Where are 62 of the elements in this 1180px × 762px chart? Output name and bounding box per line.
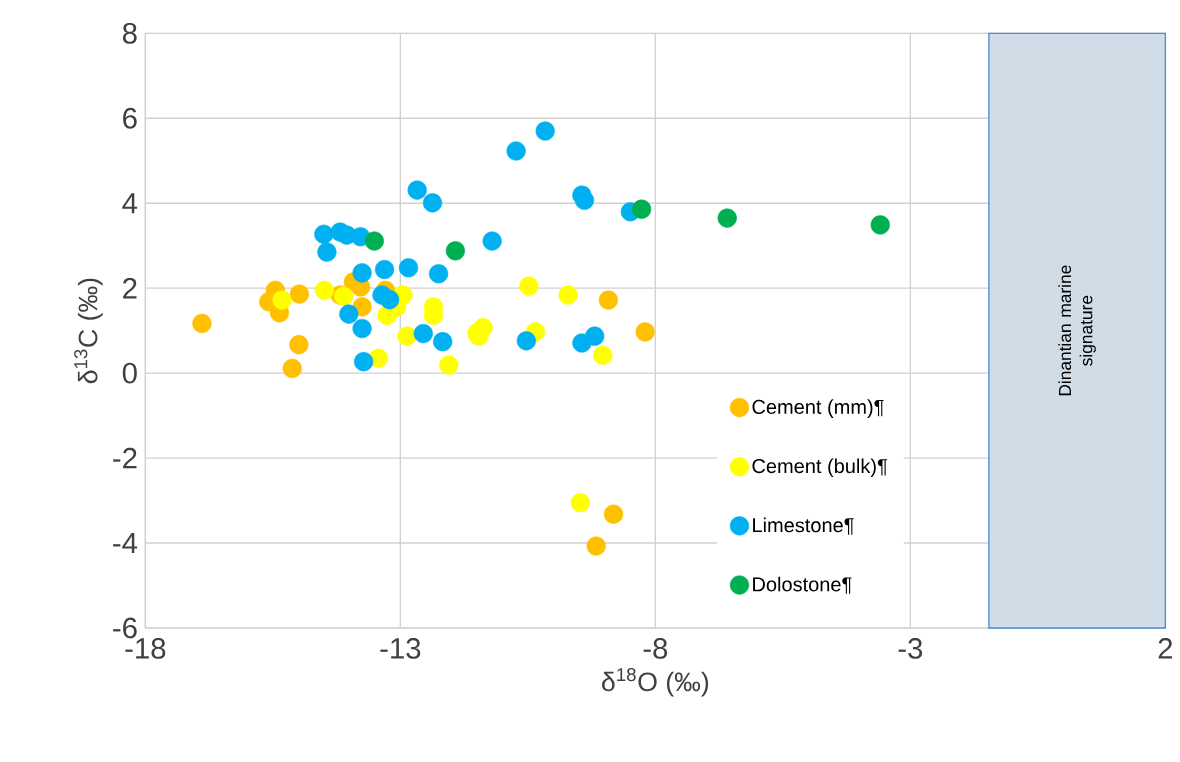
point bbox=[717, 208, 737, 228]
point bbox=[603, 504, 624, 524]
point bbox=[585, 326, 605, 346]
x-tick-label: -18 bbox=[125, 638, 166, 659]
point bbox=[635, 322, 655, 342]
x-tick-label: 2 bbox=[1158, 638, 1173, 659]
point bbox=[570, 493, 590, 513]
y-tick-label: -4 bbox=[113, 532, 138, 554]
point bbox=[364, 231, 384, 251]
x-tick-label: -3 bbox=[898, 638, 923, 659]
point bbox=[593, 345, 613, 365]
point bbox=[445, 241, 466, 261]
point bbox=[192, 313, 212, 334]
point bbox=[574, 190, 595, 210]
legend-label: Limestone¶ bbox=[753, 517, 854, 535]
point bbox=[439, 355, 459, 375]
point bbox=[380, 290, 400, 310]
legend-label: Dolostone¶ bbox=[753, 576, 852, 594]
legend-label: Cement (bulk)¶ bbox=[752, 458, 887, 478]
point bbox=[519, 276, 539, 296]
point bbox=[354, 352, 374, 372]
point bbox=[339, 304, 359, 324]
point bbox=[397, 326, 417, 346]
point bbox=[586, 536, 606, 556]
point bbox=[352, 263, 372, 283]
point bbox=[422, 193, 443, 213]
point bbox=[398, 258, 419, 278]
y-tick-label: 0 bbox=[122, 362, 137, 384]
point bbox=[516, 331, 536, 351]
point bbox=[558, 285, 578, 305]
point bbox=[598, 290, 619, 310]
point bbox=[374, 259, 395, 280]
point bbox=[317, 242, 337, 262]
point bbox=[314, 280, 334, 300]
band-label: Dinantian marine signature bbox=[1058, 265, 1096, 396]
x-axis-title: δ$^{18}$O (‰) bbox=[602, 667, 709, 697]
legend-label: Cement (mm)¶ bbox=[752, 399, 884, 418]
point bbox=[428, 264, 449, 284]
y-tick-label: 6 bbox=[123, 107, 137, 129]
x-tick-label: -8 bbox=[643, 638, 668, 659]
y-axis-title: δ$^{13}$C (‰) bbox=[74, 278, 103, 384]
point bbox=[314, 224, 334, 244]
x-tick-label: -13 bbox=[380, 638, 421, 659]
point bbox=[631, 199, 652, 219]
y-tick-label: 4 bbox=[122, 193, 138, 214]
y-tick-label: -6 bbox=[113, 617, 137, 639]
point bbox=[870, 215, 890, 235]
y-tick-label: -2 bbox=[113, 447, 137, 469]
point bbox=[535, 121, 555, 141]
point bbox=[377, 305, 397, 325]
point bbox=[289, 335, 309, 355]
point bbox=[352, 318, 372, 339]
point bbox=[289, 284, 309, 304]
point bbox=[282, 358, 302, 379]
point bbox=[413, 324, 433, 344]
point bbox=[407, 180, 427, 200]
y-tick-label: 8 bbox=[122, 22, 137, 44]
point bbox=[433, 332, 453, 352]
y-tick-label: 2 bbox=[123, 277, 137, 299]
point bbox=[272, 290, 292, 310]
point bbox=[482, 231, 502, 251]
point bbox=[506, 141, 526, 161]
